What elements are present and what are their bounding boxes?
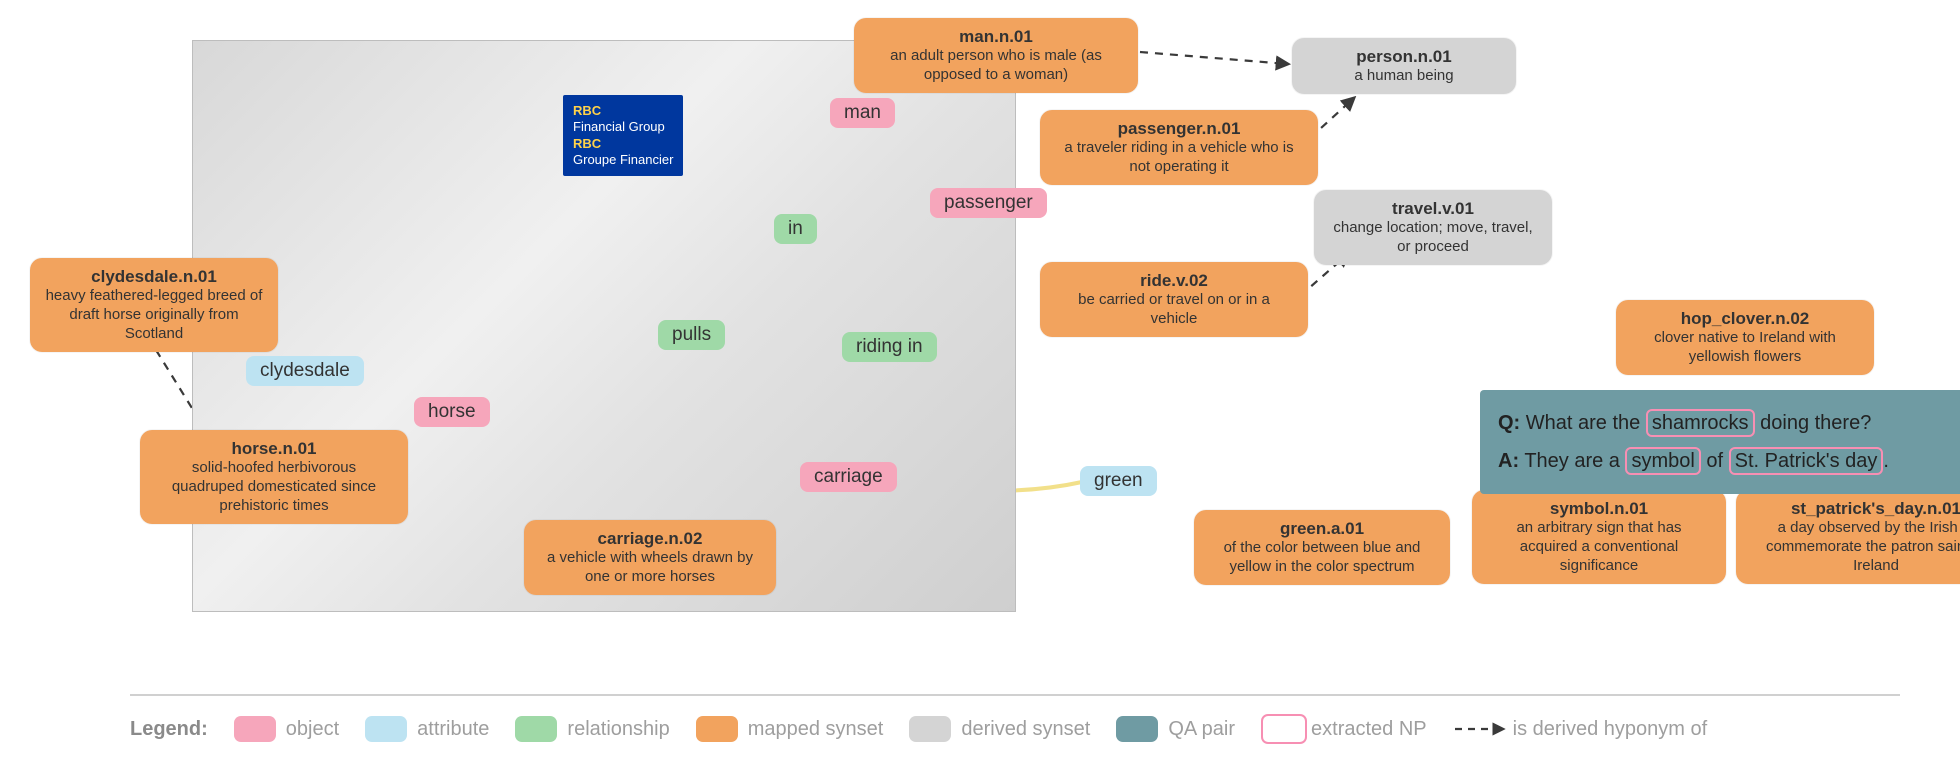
synset-clydesdale-desc: heavy feathered-legged breed of draft ho…: [44, 287, 264, 343]
legend-swatch-derived_synset: [909, 716, 951, 742]
synset-symbol: symbol.n.01an arbitrary sign that has ac…: [1472, 490, 1726, 584]
legend: Legend: object attribute relationship mappe…: [130, 714, 1900, 744]
synset-clydesdale-title: clydesdale.n.01: [44, 266, 264, 287]
synset-horse: horse.n.01solid-hoofed herbivorous quadr…: [140, 430, 408, 524]
synset-carriage: carriage.n.02a vehicle with wheels drawn…: [524, 520, 776, 595]
legend-item-relationship: relationship: [515, 716, 669, 742]
a-end: .: [1883, 450, 1889, 472]
legend-label-attribute: attribute: [417, 718, 489, 741]
synset-passenger-title: passenger.n.01: [1054, 118, 1304, 139]
legend-label-derived_synset: derived synset: [961, 718, 1090, 741]
synset-person: person.n.01a human being: [1292, 38, 1516, 94]
q-np-shamrocks: shamrocks: [1646, 409, 1755, 437]
legend-label-relationship: relationship: [567, 718, 669, 741]
synset-carriage-title: carriage.n.02: [538, 528, 762, 549]
legend-dashed: is derived hyponym of: [1453, 718, 1708, 741]
synset-green: green.a.01of the color between blue and …: [1194, 510, 1450, 585]
synset-travel: travel.v.01change location; move, travel…: [1314, 190, 1552, 265]
synset-symbol-desc: an arbitrary sign that has acquired a co…: [1486, 519, 1712, 575]
a-text-1: They are a: [1524, 450, 1620, 472]
synset-green-desc: of the color between blue and yellow in …: [1208, 539, 1436, 577]
legend-np-label: extracted NP: [1311, 718, 1427, 741]
qa-answer: A: They are a symbol of St. Patrick's da…: [1498, 442, 1960, 480]
rbc-l2: Financial Group: [573, 119, 665, 134]
synset-man-title: man.n.01: [868, 26, 1124, 47]
hyponym-edge: [1140, 52, 1288, 64]
synset-person-title: person.n.01: [1306, 46, 1502, 67]
synset-ride-desc: be carried or travel on or in a vehicle: [1054, 291, 1294, 329]
legend-swatch-qa_pair: [1116, 716, 1158, 742]
tag-t_passenger: passenger: [930, 188, 1047, 218]
synset-travel-desc: change location; move, travel, or procee…: [1328, 219, 1538, 257]
legend-item-object: object: [234, 716, 339, 742]
legend-label-qa_pair: QA pair: [1168, 718, 1235, 741]
synset-horse-desc: solid-hoofed herbivorous quadruped domes…: [154, 459, 394, 515]
legend-np-swatch: [1261, 714, 1307, 744]
synset-travel-title: travel.v.01: [1328, 198, 1538, 219]
a-prefix: A:: [1498, 450, 1519, 472]
a-mid: of: [1706, 450, 1723, 472]
a-np-symbol: symbol: [1625, 447, 1700, 475]
legend-separator: [130, 694, 1900, 696]
q-text-1: What are the: [1526, 412, 1641, 434]
synset-stpatrick-title: st_patrick's_day.n.01: [1750, 498, 1960, 519]
q-text-2: doing there?: [1760, 412, 1871, 434]
synset-ride-title: ride.v.02: [1054, 270, 1294, 291]
synset-symbol-title: symbol.n.01: [1486, 498, 1712, 519]
rbc-sign: RBC Financial Group RBC Groupe Financier: [563, 95, 683, 176]
tag-t_ridingin: riding in: [842, 332, 937, 362]
a-np-stpatrick: St. Patrick's day: [1729, 447, 1884, 475]
legend-dashed-swatch: [1453, 721, 1509, 737]
legend-swatch-object: [234, 716, 276, 742]
rbc-l1: RBC: [573, 103, 601, 118]
tag-t_clydesdale: clydesdale: [246, 356, 364, 386]
tag-t_in: in: [774, 214, 817, 244]
synset-person-desc: a human being: [1306, 67, 1502, 86]
legend-label-mapped_synset: mapped synset: [748, 718, 884, 741]
tag-t_horse: horse: [414, 397, 490, 427]
synset-passenger-desc: a traveler riding in a vehicle who is no…: [1054, 139, 1304, 177]
synset-green-title: green.a.01: [1208, 518, 1436, 539]
legend-label-object: object: [286, 718, 339, 741]
tag-t_pulls: pulls: [658, 320, 725, 350]
rbc-l3: RBC: [573, 136, 601, 151]
synset-carriage-desc: a vehicle with wheels drawn by one or mo…: [538, 549, 762, 587]
diagram-canvas: RBC Financial Group RBC Groupe Financier…: [0, 0, 1960, 762]
legend-item-attribute: attribute: [365, 716, 489, 742]
synset-man-desc: an adult person who is male (as opposed …: [868, 47, 1124, 85]
legend-item-qa_pair: QA pair: [1116, 716, 1235, 742]
legend-title: Legend:: [130, 718, 208, 741]
synset-passenger: passenger.n.01a traveler riding in a veh…: [1040, 110, 1318, 185]
synset-man: man.n.01an adult person who is male (as …: [854, 18, 1138, 93]
synset-clydesdale: clydesdale.n.01heavy feathered-legged br…: [30, 258, 278, 352]
q-prefix: Q:: [1498, 412, 1520, 434]
legend-swatch-attribute: [365, 716, 407, 742]
qa-question: Q: What are the shamrocks doing there?: [1498, 404, 1960, 442]
tag-t_green: green: [1080, 466, 1157, 496]
tag-t_man: man: [830, 98, 895, 128]
legend-extracted-np: extracted NP: [1261, 714, 1427, 744]
synset-stpatrick: st_patrick's_day.n.01a day observed by t…: [1736, 490, 1960, 584]
legend-item-derived_synset: derived synset: [909, 716, 1090, 742]
legend-dashed-label: is derived hyponym of: [1513, 718, 1708, 741]
synset-hopclover: hop_clover.n.02clover native to Ireland …: [1616, 300, 1874, 375]
tag-t_carriage: carriage: [800, 462, 897, 492]
synset-hopclover-desc: clover native to Ireland with yellowish …: [1630, 329, 1860, 367]
legend-swatch-relationship: [515, 716, 557, 742]
rbc-l4: Groupe Financier: [573, 152, 673, 167]
qa-pair-box: Q: What are the shamrocks doing there? A…: [1480, 390, 1960, 494]
legend-swatch-mapped_synset: [696, 716, 738, 742]
synset-hopclover-title: hop_clover.n.02: [1630, 308, 1860, 329]
synset-horse-title: horse.n.01: [154, 438, 394, 459]
legend-item-mapped_synset: mapped synset: [696, 716, 884, 742]
synset-stpatrick-desc: a day observed by the Irish to commemora…: [1750, 519, 1960, 575]
synset-ride: ride.v.02be carried or travel on or in a…: [1040, 262, 1308, 337]
